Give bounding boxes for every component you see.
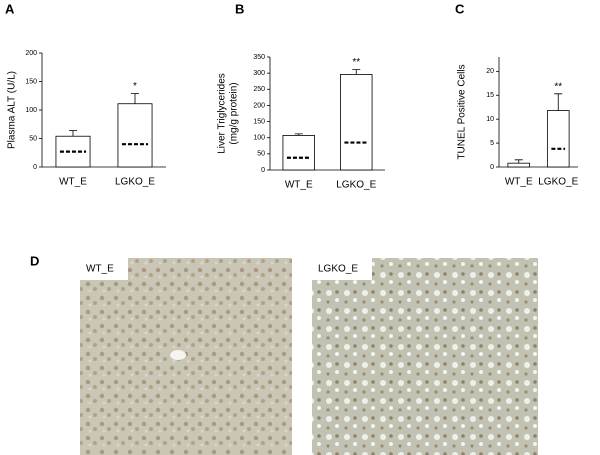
bar [546, 110, 570, 168]
image-label-box [80, 258, 128, 280]
vessel [170, 350, 186, 360]
y-tick-label: 50 [257, 151, 265, 158]
image-label-box [312, 258, 372, 280]
y-tick-label: 300 [253, 70, 265, 77]
y-tick-label: 200 [253, 102, 265, 109]
y-tick-label: 0 [490, 164, 494, 171]
panel-label: C [455, 1, 465, 16]
bar [282, 135, 315, 171]
error-bar [554, 93, 563, 111]
y-tick-label: 20 [486, 68, 494, 75]
y-axis-label: Plasma ALT (U/L) [7, 71, 18, 149]
significance-label: * [133, 81, 137, 92]
x-tick-label: WT_E [59, 177, 87, 188]
y-tick-label: 5 [490, 140, 494, 147]
y-tick-label: 10 [486, 116, 494, 123]
y-tick-label: 150 [253, 118, 265, 125]
y-tick-label: 100 [25, 107, 37, 114]
panel-label: B [235, 1, 244, 16]
y-tick-label: 50 [29, 135, 37, 142]
bar [117, 103, 153, 168]
y-axis-label: (mg/g protein) [229, 82, 240, 144]
y-tick-label: 350 [253, 54, 265, 61]
significance-label: ** [352, 57, 360, 68]
image-label: LGKO_E [318, 264, 358, 275]
error-bar [131, 93, 139, 104]
y-tick-label: 200 [25, 50, 37, 57]
y-tick-label: 150 [25, 78, 37, 85]
x-tick-label: LGKO_E [538, 177, 578, 188]
x-tick-label: LGKO_E [336, 180, 376, 191]
error-bar [514, 159, 523, 164]
panel-label: A [5, 1, 15, 16]
y-tick-label: 0 [261, 167, 265, 174]
error-bar [352, 69, 361, 75]
x-tick-label: LGKO_E [115, 177, 155, 188]
y-tick-label: 15 [486, 92, 494, 99]
x-tick-label: WT_E [505, 177, 533, 188]
y-axis-label: Liver Triglycerides [217, 73, 228, 154]
image-label: WT_E [86, 264, 114, 275]
y-tick-label: 100 [253, 135, 265, 142]
y-tick-label: 250 [253, 86, 265, 93]
x-tick-label: WT_E [285, 180, 313, 191]
error-bar [294, 133, 303, 136]
bar [507, 162, 531, 168]
error-bar [69, 130, 77, 137]
panel-label: D [30, 253, 39, 268]
micrograph [312, 258, 538, 455]
y-axis-label: TUNEL Positive Cells [457, 64, 468, 159]
significance-label: ** [554, 81, 562, 92]
y-tick-label: 0 [33, 164, 37, 171]
micrograph [80, 258, 292, 455]
bar [340, 74, 373, 171]
